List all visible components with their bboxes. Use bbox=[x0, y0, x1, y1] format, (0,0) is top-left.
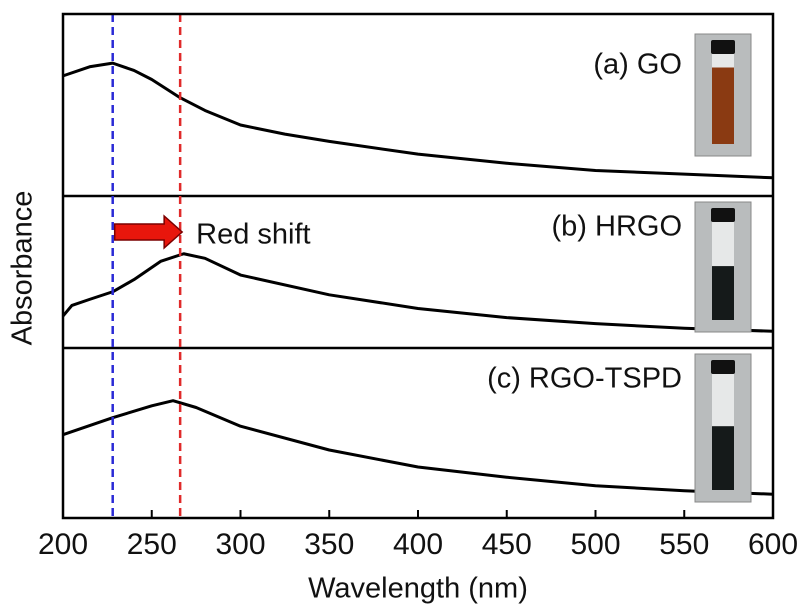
vial-cap bbox=[711, 208, 735, 222]
panel-label: (b) HRGO bbox=[552, 211, 683, 243]
panel-label: (c) RGO-TSPD bbox=[487, 363, 682, 395]
spectrum-line bbox=[62, 61, 774, 180]
x-tick-label: 200 bbox=[38, 528, 88, 561]
spectrum-line bbox=[62, 399, 774, 496]
shift-arrow bbox=[113, 214, 184, 250]
x-axis-label: Wavelength (nm) bbox=[308, 573, 528, 605]
vial-liquid bbox=[712, 67, 734, 144]
x-tick-label: 350 bbox=[304, 528, 354, 561]
x-tick-label: 450 bbox=[482, 528, 532, 561]
x-tick-label: 250 bbox=[127, 528, 177, 561]
vial-liquid bbox=[712, 426, 734, 490]
panel-label: (a) GO bbox=[593, 49, 682, 81]
x-tick-label: 500 bbox=[570, 528, 620, 561]
x-tick-label: 400 bbox=[393, 528, 443, 561]
vial-cap bbox=[711, 40, 735, 54]
x-tick-label: 300 bbox=[215, 528, 265, 561]
plot-frame bbox=[61, 12, 775, 520]
annotation: Red shift bbox=[196, 219, 310, 251]
x-tick-label: 600 bbox=[748, 528, 798, 561]
spectrum-line bbox=[61, 252, 774, 333]
vial-cap bbox=[711, 360, 735, 374]
x-tick-label: 550 bbox=[659, 528, 709, 561]
y-axis-label: Absorbance bbox=[7, 191, 39, 346]
vial-liquid bbox=[712, 266, 734, 320]
